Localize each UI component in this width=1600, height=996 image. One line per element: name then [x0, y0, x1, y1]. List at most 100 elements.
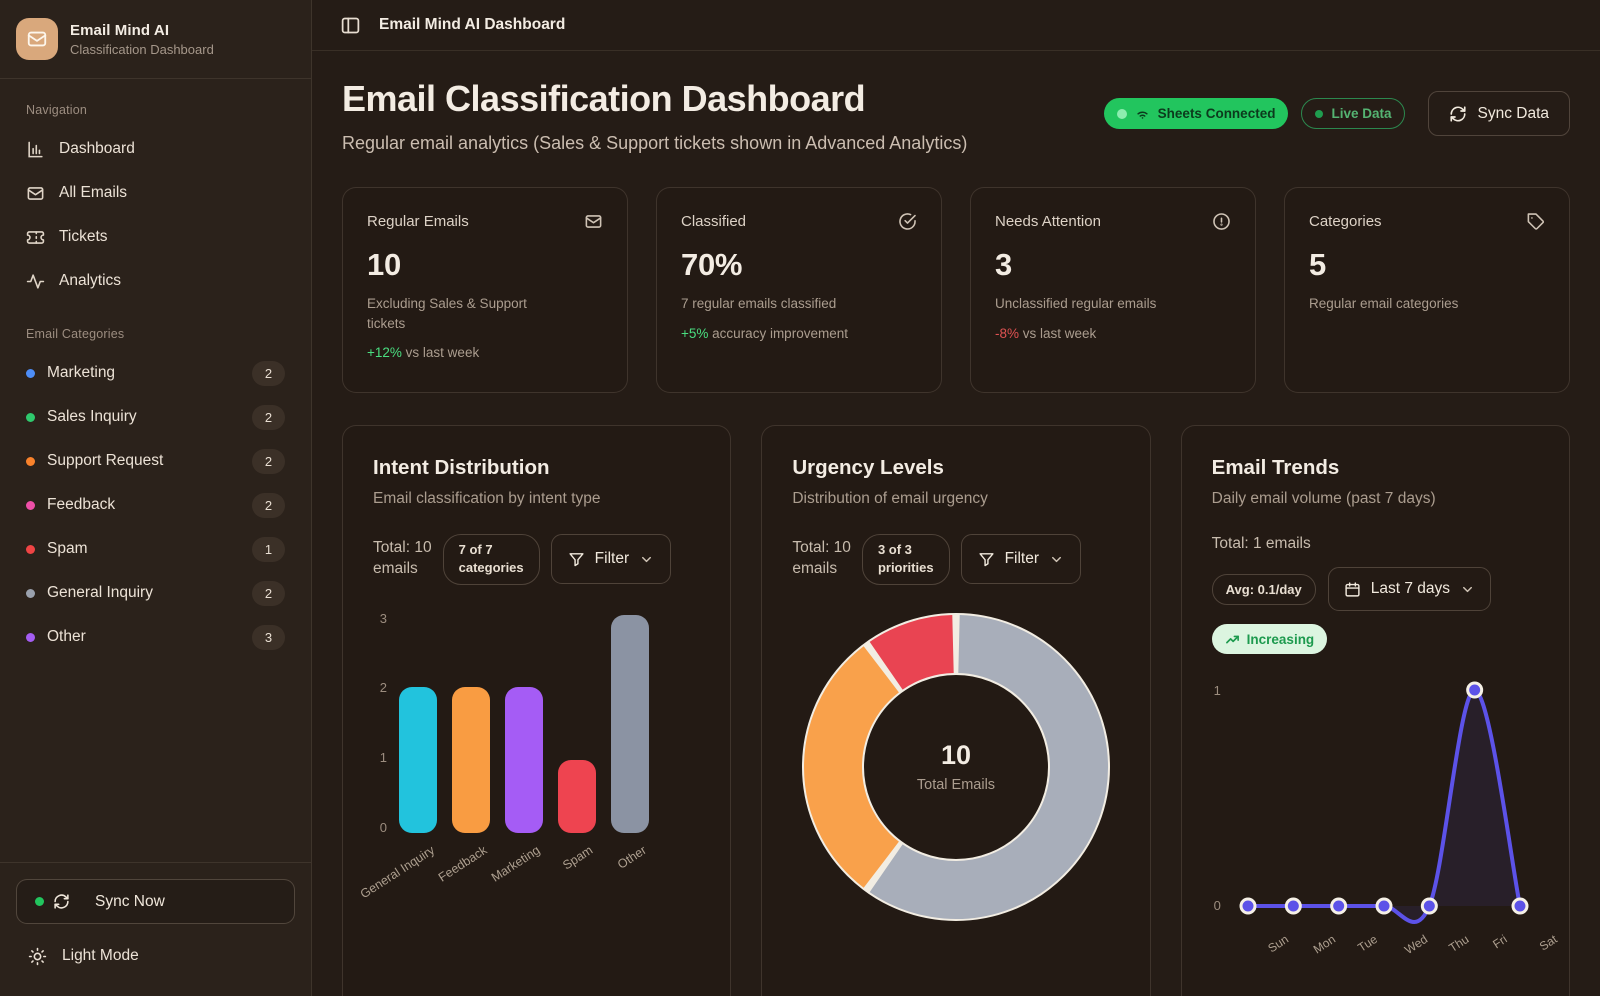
live-data-label: Live Data: [1331, 106, 1391, 121]
data-point-2: [1331, 899, 1345, 913]
mail-icon: [26, 28, 48, 50]
card-title: Intent Distribution: [373, 456, 700, 480]
category-item-other[interactable]: Other3: [16, 615, 295, 659]
category-dot: [26, 545, 35, 554]
data-point-5: [1467, 683, 1481, 697]
stat-description: Unclassified regular emails: [995, 294, 1185, 314]
line-x-label: Fri: [1491, 932, 1510, 951]
range-label: Last 7 days: [1371, 580, 1450, 598]
category-item-feedback[interactable]: Feedback2: [16, 483, 295, 527]
mail-icon: [584, 212, 603, 231]
stat-trend: +5% accuracy improvement: [681, 326, 917, 341]
sidebar-item-label: All Emails: [59, 184, 127, 202]
alert-circle-icon: [1212, 212, 1231, 231]
stat-label: Regular Emails: [367, 213, 469, 230]
line-x-label: Tue: [1356, 932, 1381, 955]
line-x-label: Sat: [1537, 932, 1560, 954]
priorities-count-pill: 3 of 3 priorities: [862, 534, 950, 584]
category-item-support-request[interactable]: Support Request 2: [16, 439, 295, 483]
category-count-badge: 2: [252, 405, 285, 430]
chevron-down-icon: [1049, 552, 1064, 567]
line-x-label: Thu: [1446, 932, 1471, 955]
chevron-down-icon: [639, 552, 654, 567]
category-item-marketing[interactable]: Marketing2: [16, 351, 295, 395]
bar-y-tick: 0: [373, 820, 387, 835]
live-data-badge: Live Data: [1301, 98, 1405, 129]
mail-icon: [26, 184, 45, 203]
category-count-badge: 2: [252, 493, 285, 518]
category-dot: [26, 369, 35, 378]
stat-description: Regular email categories: [1309, 294, 1499, 314]
category-count-badge: 2: [252, 581, 285, 606]
tag-icon: [1526, 212, 1545, 231]
intent-bar-chart: 3210 General InquiryFeedbackMarketingSpa…: [373, 611, 700, 835]
bar-y-axis: 3210: [373, 611, 387, 835]
sync-data-button[interactable]: Sync Data: [1428, 91, 1570, 136]
stat-value: 5: [1309, 247, 1545, 283]
line-area-fill: [1248, 690, 1520, 922]
line-y-tick: 1: [1214, 683, 1221, 698]
sidebar-item-tickets[interactable]: Tickets: [16, 215, 295, 259]
bar-y-tick: 3: [373, 611, 387, 626]
stat-card-categories: Categories 5 Regular email categories: [1284, 187, 1570, 393]
funnel-icon: [978, 551, 995, 568]
panel-left-icon[interactable]: [340, 15, 361, 36]
stat-trend: +12% vs last week: [367, 345, 603, 360]
intent-filter-button[interactable]: Filter: [551, 534, 671, 584]
bar-slot: Feedback: [452, 615, 490, 833]
bar-slot: General Inquiry: [399, 615, 437, 833]
increasing-trend-badge: Increasing: [1212, 624, 1328, 654]
stat-label: Categories: [1309, 213, 1382, 230]
light-mode-toggle[interactable]: Light Mode: [16, 934, 295, 978]
sidebar-item-dashboard[interactable]: Dashboard: [16, 127, 295, 171]
stat-label: Classified: [681, 213, 746, 230]
sync-now-label: Sync Now: [95, 893, 165, 911]
category-count-badge: 2: [252, 449, 285, 474]
data-point-0: [1241, 899, 1255, 913]
category-name: Support Request: [47, 452, 240, 470]
urgency-total: Total: 10 emails: [792, 538, 851, 580]
email-trends-card: Email Trends Daily email volume (past 7 …: [1181, 425, 1570, 996]
card-subtitle: Daily email volume (past 7 days): [1212, 490, 1539, 508]
stat-label: Needs Attention: [995, 213, 1101, 230]
line-x-label: Wed: [1402, 932, 1430, 957]
sync-now-button[interactable]: Sync Now: [16, 879, 295, 924]
line-y-tick: 0: [1214, 898, 1221, 913]
card-title: Urgency Levels: [792, 456, 1119, 480]
connected-dot: [1117, 109, 1127, 119]
bar-slot: Other: [611, 615, 649, 833]
increasing-label: Increasing: [1247, 632, 1315, 647]
bar-x-label: Other: [615, 843, 649, 872]
card-subtitle: Distribution of email urgency: [792, 490, 1119, 508]
category-item-general-inquiry[interactable]: General Inquiry2: [16, 571, 295, 615]
intent-total: Total: 10 emails: [373, 538, 432, 580]
date-range-dropdown[interactable]: Last 7 days: [1328, 567, 1491, 611]
stat-card-regular-emails: Regular Emails10Excluding Sales & Suppor…: [342, 187, 628, 393]
category-count-badge: 2: [252, 361, 285, 386]
sidebar-item-label: Analytics: [59, 272, 121, 290]
line-x-label: Mon: [1311, 932, 1338, 956]
sun-icon: [28, 947, 47, 966]
bar-marketing: [505, 687, 543, 832]
category-dot: [26, 501, 35, 510]
category-count-badge: 1: [252, 537, 285, 562]
app-logo: [16, 18, 58, 60]
stat-value: 10: [367, 247, 603, 283]
bar-chart-icon: [26, 140, 45, 159]
sidebar-item-label: Tickets: [59, 228, 108, 246]
bar-x-label: Feedback: [436, 843, 490, 885]
category-item-sales-inquiry[interactable]: Sales Inquiry 2: [16, 395, 295, 439]
urgency-levels-card: Urgency Levels Distribution of email urg…: [761, 425, 1150, 996]
category-name: Sales Inquiry: [47, 408, 240, 426]
data-point-1: [1286, 899, 1300, 913]
urgency-filter-button[interactable]: Filter: [961, 534, 1081, 584]
stat-trend: -8% vs last week: [995, 326, 1231, 341]
sidebar-item-all-emails[interactable]: All Emails: [16, 171, 295, 215]
calendar-icon: [1344, 581, 1361, 598]
category-dot: [26, 413, 35, 422]
bar-spam: [558, 760, 596, 833]
sidebar-item-analytics[interactable]: Analytics: [16, 259, 295, 303]
bar-x-label: General Inquiry: [357, 843, 436, 901]
bar-x-label: Marketing: [489, 843, 543, 885]
category-item-spam[interactable]: Spam1: [16, 527, 295, 571]
